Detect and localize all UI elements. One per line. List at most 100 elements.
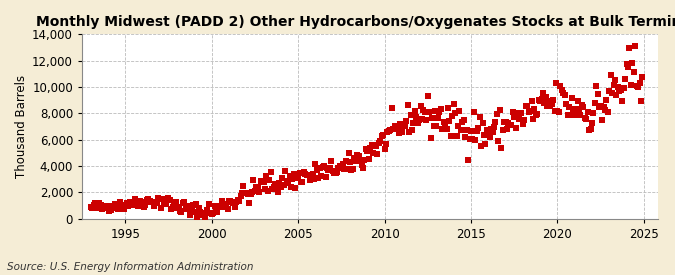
- Point: [453, 124, 464, 128]
- Point: [541, 95, 551, 99]
- Point: [286, 185, 296, 189]
- Point: [199, 216, 210, 220]
- Point: [636, 99, 647, 103]
- Point: [494, 108, 505, 112]
- Point: [281, 181, 292, 185]
- Point: [185, 213, 196, 217]
- Point: [626, 83, 637, 87]
- Point: [153, 196, 164, 200]
- Point: [118, 206, 129, 211]
- Point: [251, 185, 262, 189]
- Point: [273, 190, 284, 194]
- Title: Monthly Midwest (PADD 2) Other Hydrocarbons/Oxygenates Stocks at Bulk Terminals: Monthly Midwest (PADD 2) Other Hydrocarb…: [36, 15, 675, 29]
- Point: [531, 113, 541, 117]
- Point: [329, 171, 340, 175]
- Point: [192, 216, 202, 220]
- Point: [601, 98, 612, 102]
- Point: [209, 204, 220, 208]
- Point: [618, 86, 629, 90]
- Point: [338, 162, 348, 166]
- Point: [268, 185, 279, 189]
- Point: [383, 129, 394, 133]
- Point: [331, 169, 342, 174]
- Point: [114, 200, 125, 204]
- Point: [512, 111, 522, 116]
- Point: [354, 158, 365, 162]
- Point: [483, 129, 493, 133]
- Point: [493, 139, 504, 143]
- Point: [124, 200, 135, 204]
- Point: [317, 165, 328, 170]
- Point: [297, 180, 308, 185]
- Point: [240, 191, 250, 196]
- Point: [342, 167, 352, 172]
- Point: [307, 172, 318, 177]
- Point: [327, 169, 338, 174]
- Point: [373, 141, 384, 146]
- Point: [144, 198, 155, 203]
- Point: [476, 144, 487, 148]
- Point: [258, 179, 269, 184]
- Point: [148, 203, 159, 208]
- Point: [134, 199, 145, 203]
- Point: [95, 203, 106, 208]
- Point: [211, 206, 221, 211]
- Point: [111, 205, 122, 210]
- Point: [537, 90, 548, 95]
- Point: [278, 182, 289, 187]
- Point: [419, 110, 430, 114]
- Point: [336, 164, 347, 169]
- Point: [497, 128, 508, 132]
- Point: [593, 91, 603, 96]
- Point: [520, 104, 531, 108]
- Point: [466, 128, 477, 133]
- Point: [256, 180, 267, 185]
- Point: [208, 211, 219, 215]
- Point: [248, 178, 259, 182]
- Point: [130, 196, 141, 201]
- Point: [574, 109, 585, 113]
- Point: [146, 199, 157, 204]
- Point: [155, 197, 165, 201]
- Point: [535, 99, 545, 103]
- Point: [400, 124, 410, 128]
- Point: [516, 111, 526, 115]
- Point: [319, 164, 329, 168]
- Point: [242, 192, 253, 197]
- Point: [559, 92, 570, 97]
- Point: [628, 70, 639, 74]
- Point: [489, 125, 500, 129]
- Point: [306, 173, 317, 177]
- Point: [343, 151, 354, 155]
- Point: [159, 200, 169, 204]
- Point: [486, 126, 497, 131]
- Point: [231, 199, 242, 204]
- Point: [595, 104, 606, 108]
- Point: [225, 199, 236, 203]
- Point: [524, 109, 535, 113]
- Point: [496, 145, 507, 150]
- Point: [627, 60, 638, 65]
- Point: [447, 114, 458, 118]
- Point: [456, 128, 466, 133]
- Point: [415, 104, 426, 108]
- Point: [333, 166, 344, 170]
- Point: [195, 210, 206, 214]
- Point: [352, 153, 362, 157]
- Point: [500, 120, 511, 125]
- Point: [252, 185, 263, 190]
- Point: [320, 175, 331, 179]
- Point: [193, 206, 204, 210]
- Point: [212, 209, 223, 214]
- Point: [109, 205, 119, 210]
- Point: [369, 143, 380, 148]
- Point: [637, 75, 648, 80]
- Point: [198, 212, 209, 216]
- Point: [348, 167, 358, 171]
- Point: [230, 205, 240, 210]
- Point: [311, 168, 322, 172]
- Point: [353, 154, 364, 159]
- Point: [113, 207, 124, 211]
- Point: [599, 107, 610, 112]
- Point: [360, 147, 371, 152]
